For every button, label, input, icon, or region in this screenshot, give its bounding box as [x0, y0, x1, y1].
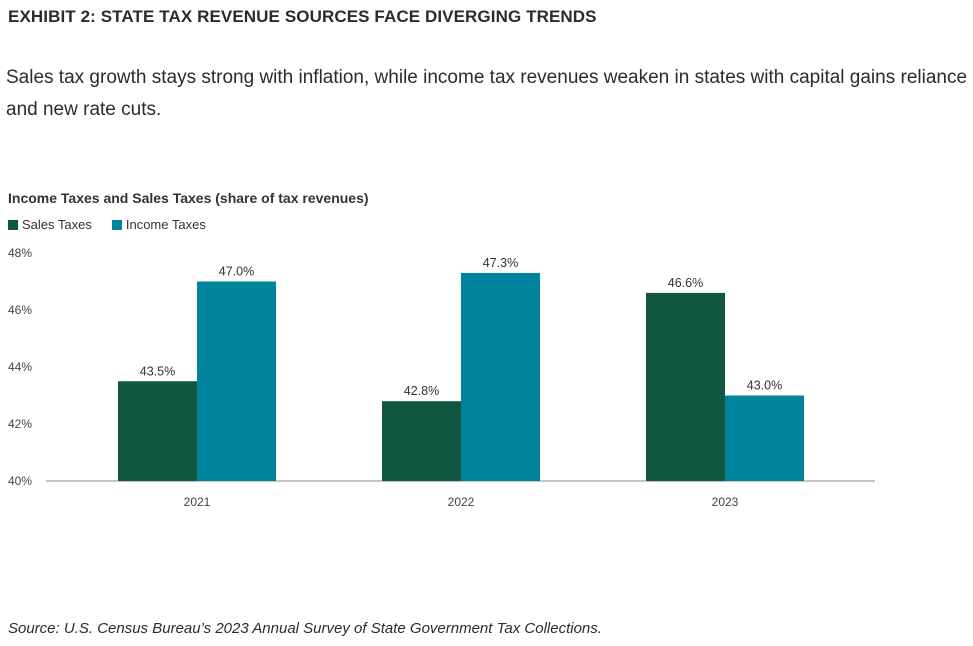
- bar-income-2023: [725, 395, 804, 481]
- x-tick-label: 2023: [712, 495, 739, 509]
- x-tick-label: 2021: [184, 495, 211, 509]
- source-note: Source: U.S. Census Bureau’s 2023 Annual…: [8, 620, 602, 637]
- bar-income-2021: [197, 281, 276, 481]
- bar-chart: 40% 42% 44% 46% 48% 43.5% 47.0% 2021 42.8% 47.3% 2…: [8, 246, 875, 509]
- chart-subtitle: Sales tax growth stays strong with infla…: [6, 67, 968, 120]
- y-tick-label: 48%: [8, 246, 32, 260]
- bar-sales-2021: [118, 381, 197, 481]
- legend-item-sales: Sales Taxes: [8, 217, 92, 232]
- data-label: 43.5%: [140, 364, 175, 378]
- chart-title: Income Taxes and Sales Taxes (share of t…: [8, 190, 369, 206]
- exhibit-title: EXHIBIT 2: STATE TAX REVENUE SOURCES FAC…: [8, 7, 597, 26]
- legend: Sales Taxes Income Taxes: [8, 217, 226, 232]
- legend-label-sales: Sales Taxes: [22, 217, 92, 232]
- y-tick-label: 44%: [8, 360, 32, 374]
- bar-sales-2023: [646, 292, 725, 481]
- x-tick-label: 2022: [448, 495, 475, 509]
- data-label: 46.6%: [668, 276, 703, 290]
- legend-swatch-income: [111, 219, 122, 230]
- y-tick-label: 42%: [8, 417, 32, 431]
- data-label: 43.0%: [747, 379, 782, 393]
- y-tick-label: 40%: [8, 474, 32, 488]
- data-label: 42.8%: [404, 384, 439, 398]
- legend-label-income: Income Taxes: [125, 217, 206, 232]
- legend-item-income: Income Taxes: [111, 217, 206, 232]
- data-label: 47.0%: [219, 265, 254, 279]
- bar-income-2022: [461, 272, 540, 481]
- bar-sales-2022: [382, 401, 461, 481]
- y-tick-label: 46%: [8, 303, 32, 317]
- legend-swatch-sales: [8, 219, 18, 230]
- data-label: 47.3%: [483, 256, 518, 270]
